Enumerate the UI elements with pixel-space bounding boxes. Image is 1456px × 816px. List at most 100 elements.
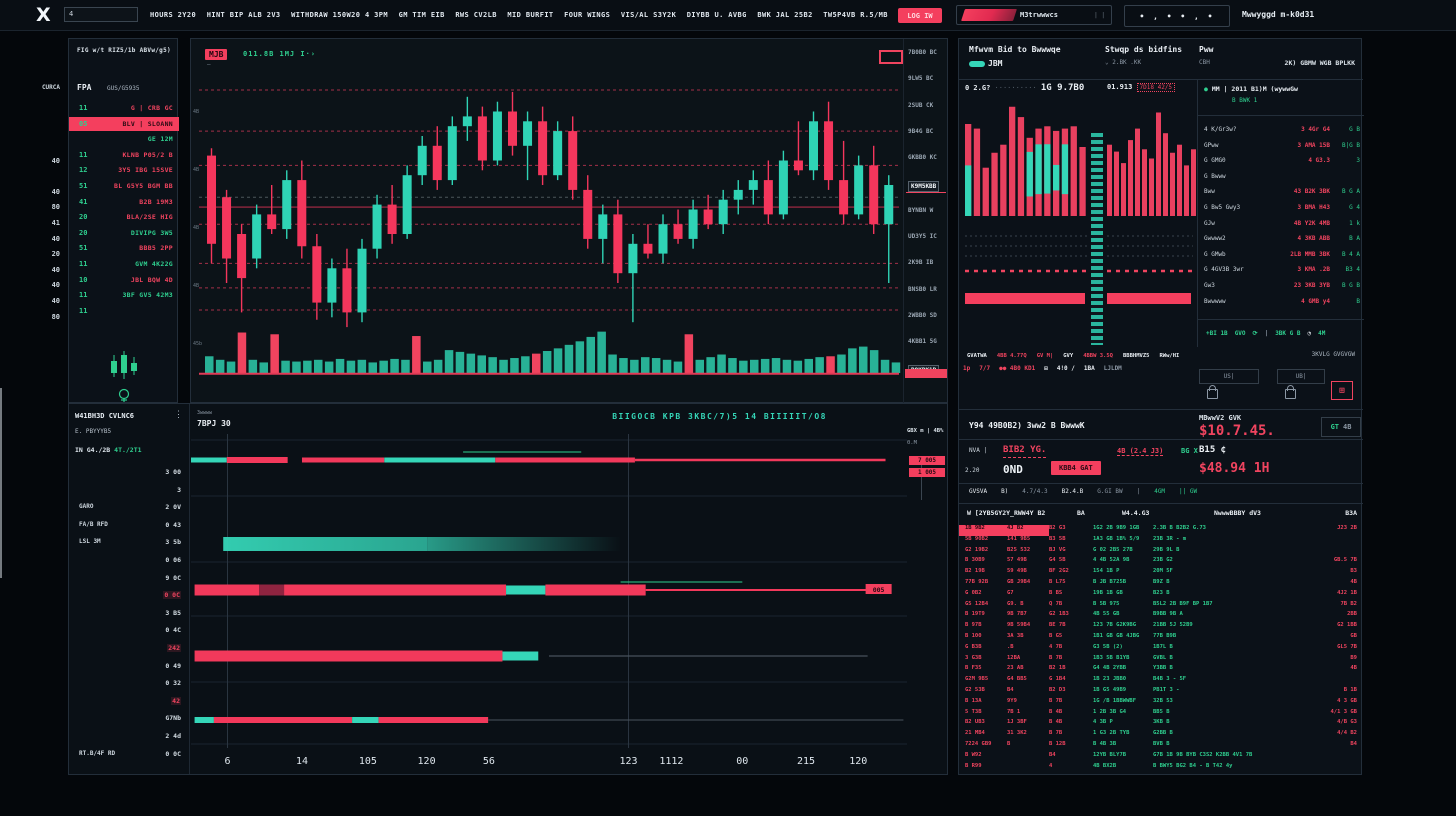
currency-box-usd[interactable]: US| bbox=[1199, 369, 1259, 384]
side-table-row[interactable]: Gw3 23 3KB 3YB B G B bbox=[1198, 279, 1364, 294]
nav-item[interactable]: RWS CV2LB bbox=[455, 11, 497, 19]
side-table-row[interactable]: G 4GV3B 3wr 3 KMA .2B B3 4 bbox=[1198, 263, 1364, 278]
cell: 4J2 1B bbox=[1337, 589, 1357, 596]
table-row[interactable]: G2M 9B5 G4 BB5 G 1B4 1B 23 JBB0 B4B 3 - 5F bbox=[959, 676, 1363, 687]
margin-chip[interactable]: GT 4B bbox=[1321, 417, 1361, 437]
bell-icon[interactable] bbox=[117, 387, 131, 403]
nav-item[interactable]: VIS/AL S3Y2K bbox=[620, 11, 677, 19]
side-table-row[interactable]: Bww 43 B2K 3BK B G A bbox=[1198, 185, 1364, 200]
flow-tick-row: 0 32 bbox=[69, 677, 187, 689]
watchlist-row[interactable]: 11 GVM 4K22G bbox=[69, 257, 179, 271]
right-header-col: Stwqp ds bidfins ⌄ 2.BK .KK bbox=[1105, 45, 1182, 66]
watchlist-row[interactable]: 51 BL G5Y5 BGM BB bbox=[69, 179, 179, 193]
watchlist-row[interactable]: 11 3BF GV5 42M3 bbox=[69, 288, 179, 302]
table-row[interactable]: G2 53B B4 B2 D3 1B G5 49B9 PB1T 3 - B 1B bbox=[959, 687, 1363, 698]
nav-item[interactable]: DIYBB U. AVBG bbox=[686, 11, 747, 19]
cell-pair: 7224 GB9 B bbox=[959, 741, 1049, 752]
side-table-row[interactable]: GPww 3 AMA 15B B|G B bbox=[1198, 139, 1364, 154]
cell: B 4B 3B bbox=[1093, 741, 1117, 747]
table-row[interactable]: B 30B9 57 49B G4 5B 4 4B 52A 9B 23B G2 GB.5 7… bbox=[959, 557, 1363, 568]
table-row[interactable]: 1B 9B2 4J B2 B2 G3 1G2 2B 9B9 1GB 2.3B B B2B… bbox=[959, 525, 1363, 536]
svg-text:00: 00 bbox=[736, 756, 748, 767]
side-table-row[interactable]: G Bwww bbox=[1198, 170, 1364, 185]
table-row[interactable]: 3 G3B 12BA B 7B 1B3 5B B1YB GVBL B B9 bbox=[959, 655, 1363, 666]
nav-item[interactable]: HINT BIP ALB 2V3 bbox=[206, 11, 281, 19]
cell: 1B7L B bbox=[1153, 643, 1173, 650]
table-row[interactable]: G2 19B2 B25 532 BJ VG G 02 2B5 27B 29B 9L B bbox=[959, 547, 1363, 558]
watchlist-row[interactable]: 05 BLV | SLOANN bbox=[69, 116, 179, 131]
table-row[interactable]: B R99 4 4B BX2B B BWY5 BG2 B4 - B T42 4y bbox=[959, 763, 1363, 774]
metric-item: 4BB 4.77Q bbox=[996, 353, 1027, 359]
table-row[interactable]: B F35 23 AB B2 1B G4 4B 2YBB Y3BB B 4B bbox=[959, 665, 1363, 676]
cell: 23 AB bbox=[1007, 665, 1024, 672]
cell-pair: B2 19B 59 49B bbox=[959, 568, 1049, 579]
nav-item[interactable]: WITHDRAW 150W20 4 3PM bbox=[291, 11, 389, 19]
nav-item[interactable]: MID BURFIT bbox=[507, 11, 554, 19]
refresh-icon[interactable]: ⟳ bbox=[1252, 330, 1258, 337]
depth-histogram-left[interactable]: 0 2.G? ·········· 1G 9.7B0 bbox=[963, 79, 1091, 347]
table-row[interactable]: 77B 92B GB J9B4 B L75 B JB B725B B9Z B 4B bbox=[959, 579, 1363, 590]
table-row[interactable]: B2 19B 59 49B BF 2G2 154 1B P 20M 5F B3 bbox=[959, 568, 1363, 579]
watchlist-row[interactable]: 11 G | CRB GC bbox=[69, 101, 179, 115]
watchlist-row[interactable]: 10 JBL BQW 4D bbox=[69, 273, 179, 287]
price-axis-label: GKBB0 KC bbox=[908, 154, 937, 162]
table-row[interactable]: B2 UB3 1J 3BF B 4B 4 3B P 3KB B 4/B G3 bbox=[959, 719, 1363, 730]
watchlist-row[interactable]: 11 KLNB P05/2 B bbox=[69, 148, 179, 162]
table-row[interactable]: B 13A 9Y9 B 7B 1G /B 1BBWWBF 32B 53 4 3 GB bbox=[959, 698, 1363, 709]
amount-input[interactable]: • , • • , • bbox=[1124, 5, 1230, 27]
table-row[interactable]: G 0B2 G7 B BS 19B 1B GB B23 B 4J2 1B bbox=[959, 590, 1363, 601]
table-row[interactable]: 7224 GB9 B B 12B B 4B 3B BVB B B4 bbox=[959, 741, 1363, 752]
expand-button[interactable]: ⊞ bbox=[1331, 381, 1353, 400]
side-table-row[interactable]: Bwwwww 4 GMB y4 B bbox=[1198, 295, 1364, 310]
svg-text:1112: 1112 bbox=[659, 756, 683, 767]
depth-histogram-right[interactable]: 01.913 7D18 42/5 bbox=[1105, 79, 1197, 347]
app-logo[interactable]: X bbox=[36, 4, 51, 26]
side-table-row[interactable]: Gwwww2 4 3KB ABB B A bbox=[1198, 232, 1364, 247]
watchlist-row[interactable]: 20 DIVIPG 3W5 bbox=[69, 226, 179, 240]
cell: 20M 5F bbox=[1153, 568, 1173, 575]
watchlist-row[interactable]: GE 12M bbox=[69, 132, 179, 146]
table-row[interactable]: B W92 B4 12YB BLY7B G7B 1B 9B BYB C3S2 K2BB… bbox=[959, 752, 1363, 763]
nav-item[interactable]: HOURS 2Y20 bbox=[150, 11, 197, 19]
nav-search-input[interactable]: 4 bbox=[64, 7, 138, 22]
table-row[interactable]: B 97B 9B 59B4 BE 7B 123 7B G2K9BG 21BB 5J 52… bbox=[959, 622, 1363, 633]
watchlist-row[interactable]: 41 B2B 19M3 bbox=[69, 195, 179, 209]
side-table-row[interactable]: G Bw5 Gwy3 3 BMA H43 G 4 bbox=[1198, 201, 1364, 216]
side-table-row[interactable]: G GMG0 4 G3.3 3 bbox=[1198, 154, 1364, 169]
table-row[interactable]: 21 MB4 31 3K2 B 7B 1 G3 2B TYB G2BB B 4/4 B2 bbox=[959, 730, 1363, 741]
alert-pill[interactable]: KBB4 GAT bbox=[1051, 461, 1101, 475]
flow-tick-value: 3 B5 bbox=[165, 608, 181, 617]
table-row[interactable]: G5 12B4 G9. B Q 7B B 5B 975 B5L2 2B B9F BP 1… bbox=[959, 601, 1363, 612]
table-row[interactable]: B 19T9 9B 7B7 G2 1B3 4B 55 GB B9BB 9B A 2BB bbox=[959, 611, 1363, 622]
watchlist-row[interactable]: 51 BBB5 2PP bbox=[69, 241, 179, 255]
flow-tick-value: 242 bbox=[167, 644, 181, 652]
table-row[interactable]: G B3B .B 4 7B G3 5B (2) 1B7L B GL5 7B bbox=[959, 644, 1363, 655]
nav-item[interactable]: TW5P4VB R.5/MB bbox=[823, 11, 888, 19]
grid-icon[interactable]: ⊞ bbox=[1044, 365, 1048, 372]
table-row[interactable]: 5 T3B 7B 1 B 4B 1 2B 3B G4 BB5 B 4/1 3 GB bbox=[959, 709, 1363, 720]
table-row[interactable]: B 100 3A 3B B G5 1B1 GB GB 4JBG 77B B9B GB bbox=[959, 633, 1363, 644]
table-row[interactable]: 5B 90B2 141 9B5 B3 5B 1A3 GB 1B% 5/9 23B 3R … bbox=[959, 536, 1363, 547]
login-button[interactable]: LOG IW bbox=[898, 8, 942, 23]
selection-rect-icon[interactable] bbox=[879, 50, 903, 64]
nav-item[interactable]: BWK JAL 25B2 bbox=[757, 11, 813, 19]
clock-icon[interactable]: ◔ bbox=[1307, 330, 1312, 337]
flow-subtitle: E. PBYYYB5 bbox=[75, 428, 112, 435]
watchlist-row[interactable]: 11 bbox=[69, 304, 179, 318]
flow-tick-label: RT.B/4F RD bbox=[79, 749, 116, 757]
side-table-row[interactable]: GJw 4B Y2K 4MB 1 k bbox=[1198, 217, 1364, 232]
flow-bars-chart[interactable]: 005 6 14 105 120 56 123 1112 00 215 120 bbox=[191, 410, 907, 770]
currency-box-ub[interactable]: UB| bbox=[1277, 369, 1325, 384]
nav-item[interactable]: FOUR WINGS bbox=[564, 11, 611, 19]
watchlist-row[interactable]: 12 3Y5 IBG 15SVE bbox=[69, 163, 179, 177]
side-row-value: 3 AMA 15B bbox=[1297, 141, 1330, 149]
candlestick-chart[interactable] bbox=[199, 79, 901, 401]
side-table-row[interactable]: G GMwb 2LB MMB 3BK B 4 A bbox=[1198, 248, 1364, 263]
side-table-row[interactable]: 4 K/Gr3w? 3 4Gr G4 G B bbox=[1198, 123, 1364, 138]
side-footer-item: 4M bbox=[1318, 330, 1326, 337]
ticker-search-box[interactable]: M3trwwwcs | | bbox=[956, 5, 1112, 25]
kebab-menu-icon[interactable]: ⋮ bbox=[174, 410, 183, 420]
nav-item[interactable]: GM TIM EIB bbox=[398, 11, 445, 19]
watchlist-row[interactable]: 20 BLA/2SE HIG bbox=[69, 210, 179, 224]
